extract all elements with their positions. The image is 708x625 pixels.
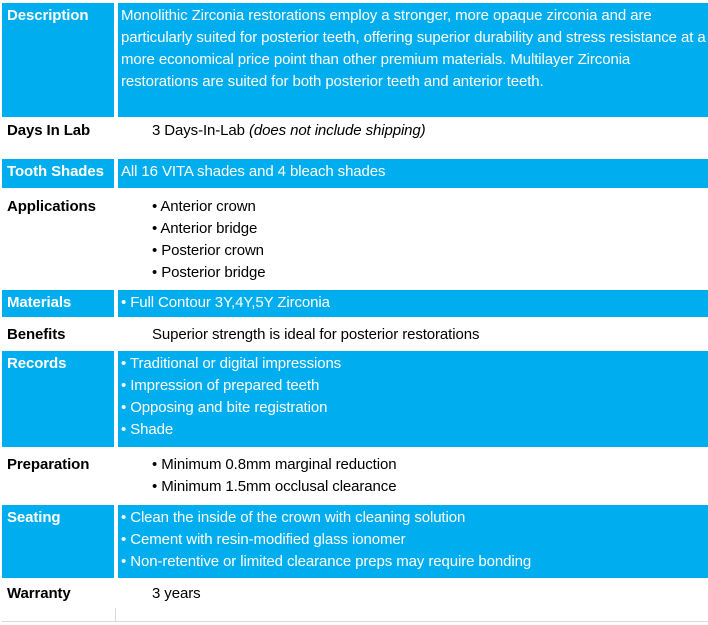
- table-row-seating: Seating • Clean the inside of the crown …: [2, 505, 708, 578]
- product-spec-table: Description Monolithic Zirconia restorat…: [2, 3, 708, 622]
- column-divider: [114, 3, 118, 117]
- table-row-materials: Materials • Full Contour 3Y,4Y,5Y Zircon…: [2, 290, 708, 317]
- row-content-applications: • Anterior crown • Anterior bridge • Pos…: [118, 188, 708, 290]
- column-divider: [114, 505, 118, 578]
- description-text: Monolithic Zirconia restorations employ …: [121, 7, 706, 90]
- bullet-item: • Posterior crown: [152, 242, 264, 259]
- row-content-preparation: • Minimum 0.8mm marginal reduction • Min…: [118, 447, 708, 505]
- tooth-shades-text: All 16 VITA shades and 4 bleach shades: [121, 163, 386, 180]
- row-label-preparation: Preparation: [7, 456, 90, 473]
- row-content-description: Monolithic Zirconia restorations employ …: [118, 3, 708, 117]
- table-row-days-in-lab: Days In Lab 3 Days-In-Lab (does not incl…: [2, 117, 708, 159]
- row-content-days-in-lab: 3 Days-In-Lab (does not include shipping…: [118, 117, 708, 159]
- row-label-tooth-shades: Tooth Shades: [2, 159, 114, 188]
- column-divider: [114, 188, 118, 290]
- row-label-applications: Applications: [7, 198, 96, 215]
- column-divider: [114, 317, 118, 351]
- column-divider: [114, 117, 118, 159]
- row-content-tooth-shades: All 16 VITA shades and 4 bleach shades: [118, 159, 708, 188]
- row-content-records: • Traditional or digital impressions • I…: [118, 351, 708, 447]
- bullet-item: • Clean the inside of the crown with cle…: [121, 509, 466, 526]
- column-divider: [114, 351, 118, 447]
- bullet-item: • Anterior bridge: [152, 220, 258, 237]
- row-label-benefits: Benefits: [7, 326, 66, 343]
- table-row-description: Description Monolithic Zirconia restorat…: [2, 3, 708, 117]
- days-in-lab-text: 3 Days-In-Lab: [152, 122, 249, 139]
- row-content-benefits: Superior strength is ideal for posterior…: [118, 317, 708, 351]
- row-label-description: Description: [2, 3, 114, 117]
- days-in-lab-note: (does not include shipping): [248, 122, 426, 139]
- bullet-item: • Minimum 0.8mm marginal reduction: [152, 456, 397, 473]
- table-row-tooth-shades: Tooth Shades All 16 VITA shades and 4 bl…: [2, 159, 708, 188]
- bullet-item: • Non-retentive or limited clearance pre…: [121, 553, 532, 570]
- bullet-item: • Full Contour 3Y,4Y,5Y Zirconia: [121, 294, 330, 311]
- row-content-warranty: 3 years: [118, 578, 708, 608]
- row-content-materials: • Full Contour 3Y,4Y,5Y Zirconia: [118, 290, 708, 317]
- row-label-warranty: Warranty: [7, 585, 71, 602]
- row-label-records: Records: [2, 351, 114, 447]
- table-row-empty: [2, 608, 708, 622]
- table-row-preparation: Preparation • Minimum 0.8mm marginal red…: [2, 447, 708, 505]
- table-row-applications: Applications • Anterior crown • Anterior…: [2, 188, 708, 290]
- column-divider: [114, 447, 118, 505]
- warranty-text: 3 years: [152, 585, 201, 602]
- column-divider: [114, 578, 118, 608]
- bullet-item: • Shade: [121, 421, 174, 438]
- bullet-item: • Anterior crown: [152, 198, 256, 215]
- row-label-seating: Seating: [2, 505, 114, 578]
- bullet-item: • Cement with resin-modified glass ionom…: [121, 531, 406, 548]
- bullet-item: • Impression of prepared teeth: [121, 377, 320, 394]
- table-row-records: Records • Traditional or digital impress…: [2, 351, 708, 447]
- row-label-days-in-lab: Days In Lab: [7, 122, 91, 139]
- bullet-item: • Traditional or digital impressions: [121, 355, 342, 372]
- table-row-warranty: Warranty 3 years: [2, 578, 708, 608]
- bullet-item: • Minimum 1.5mm occlusal clearance: [152, 478, 397, 495]
- table-row-benefits: Benefits Superior strength is ideal for …: [2, 317, 708, 351]
- column-divider: [114, 159, 118, 188]
- bullet-item: • Opposing and bite registration: [121, 399, 328, 416]
- empty-content-cell: [116, 608, 708, 621]
- row-label-materials: Materials: [2, 290, 114, 317]
- bullet-item: • Posterior bridge: [152, 264, 266, 281]
- benefits-text: Superior strength is ideal for posterior…: [152, 326, 480, 343]
- empty-label-cell: [2, 608, 116, 621]
- row-content-seating: • Clean the inside of the crown with cle…: [118, 505, 708, 578]
- column-divider: [114, 290, 118, 317]
